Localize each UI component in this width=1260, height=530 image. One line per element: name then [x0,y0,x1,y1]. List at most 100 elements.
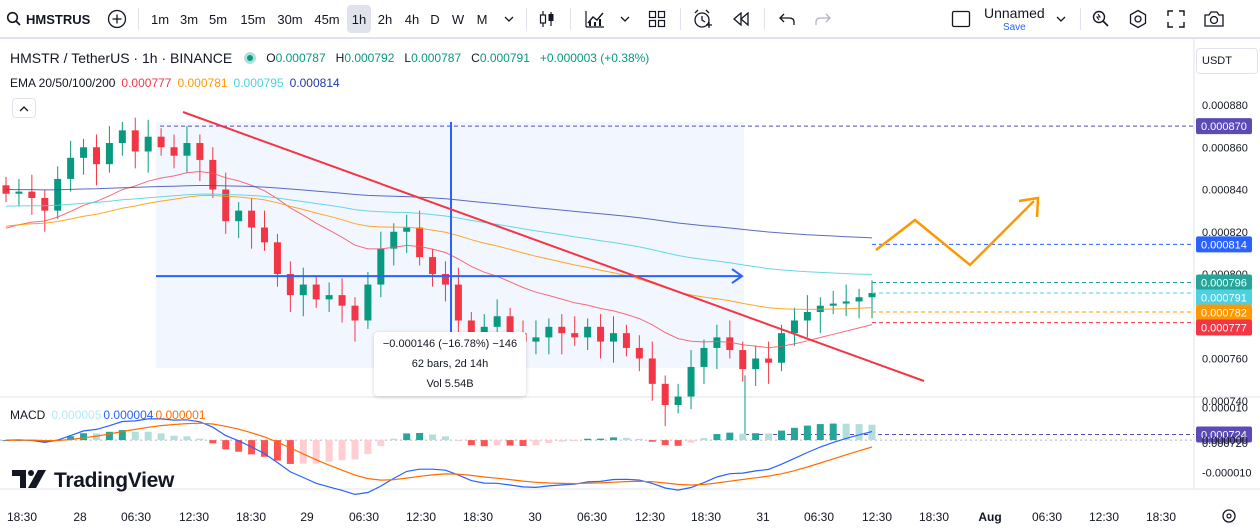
alert-button[interactable] [690,5,716,33]
brand-name: TradingView [54,469,175,492]
time-tick-label: Aug [978,510,1001,524]
ema-value: 0.000814 [289,76,340,90]
macd-histogram-bar [467,440,475,446]
candle-body [868,293,876,298]
currency-button[interactable]: USDT [1196,48,1258,74]
ema-label[interactable]: EMA 20/50/100/200 [10,76,116,90]
quick-search-button[interactable] [1088,5,1114,33]
interval-4h[interactable]: 4h [404,11,420,27]
add-symbol-button[interactable] [104,5,130,33]
settings-icon [1128,9,1148,29]
candle-body [170,147,178,156]
macd-label[interactable]: MACD [10,408,46,422]
macd-histogram-bar [390,438,398,441]
time-tick-label: 12:30 [406,510,436,524]
interval-1m[interactable]: 1m [150,11,170,27]
chart-type-button[interactable] [534,5,560,33]
interval-15m[interactable]: 15m [240,11,266,27]
interval-30m[interactable]: 30m [277,11,303,27]
save-label: Save [1002,22,1026,33]
time-tick-label: 31 [756,510,770,524]
ema-value: 0.000777 [121,76,172,90]
macd-values: 0.000005 0.000004 0.000001 [51,408,207,422]
macd-histogram-bar [816,424,824,441]
time-tick-label: 18:30 [691,510,721,524]
chart-area[interactable]: 0.0008800.0008600.0008400.0008200.000800… [0,38,1260,530]
fullscreen-icon [1167,10,1185,28]
macd-tick-label: -0.000010 [1202,468,1252,480]
undo-button[interactable] [774,5,800,33]
layout-name-text: Unnamed [984,5,1045,21]
snapshot-button[interactable] [1201,5,1227,33]
interval-D[interactable]: D [430,11,440,27]
macd-histogram-bar [273,440,281,461]
layout-name[interactable]: Unnamed Save [984,5,1045,34]
interval-2h[interactable]: 2h [377,11,393,27]
macd-histogram-bar [609,437,617,441]
fullscreen-button[interactable] [1163,5,1189,33]
candle-body [261,227,269,243]
symbol-search[interactable]: HMSTRUS [6,5,90,33]
candle-body [493,316,501,327]
collapse-legend-button[interactable] [12,98,36,118]
candle-body [416,227,424,258]
chevron-up-icon [19,99,29,117]
time-tick-label: 06:30 [121,510,151,524]
macd-histogram-bar [235,440,243,452]
candle-body [765,358,773,363]
divider [138,8,139,30]
settings-button[interactable] [1125,5,1151,33]
indicators-button[interactable] [582,5,608,33]
price-tick-label: 0.000880 [1202,100,1248,112]
interval-M[interactable]: M [476,11,488,27]
macd-histogram-bar [713,434,721,441]
macd-histogram-bar [131,431,139,441]
macd-histogram-bar [338,440,346,461]
ohlc-c: C0.000791 [471,51,530,65]
templates-button[interactable] [644,5,670,33]
candle-body [248,210,256,228]
macd-histogram-bar [209,440,217,444]
layout-dropdown[interactable] [1050,5,1072,33]
indicators-dropdown[interactable] [614,5,636,33]
interval-dropdown[interactable] [498,5,520,33]
macd-histogram-bar [299,440,307,464]
time-tick-label: 06:30 [1032,510,1062,524]
candle-body [829,303,837,306]
macd-histogram-bar [312,440,320,464]
macd-histogram-bar [118,430,126,441]
macd-histogram-bar [454,440,462,442]
ohlc-o: O0.000787 [266,51,326,65]
interval-1h[interactable]: 1h [347,5,371,33]
time-tick-label: 18:30 [7,510,37,524]
price-badge [1196,304,1252,321]
interval-45m[interactable]: 45m [314,11,340,27]
chart-canvas[interactable]: 0.0008800.0008600.0008400.0008200.000800… [0,39,1260,530]
macd-histogram-bar [92,433,100,441]
layout-button[interactable] [948,5,974,33]
candle-body [312,284,320,300]
price-badge-label: 0.000814 [1201,239,1247,251]
price-tick-label: 0.000760 [1202,354,1248,366]
interval-5m[interactable]: 5m [208,11,228,27]
macd-histogram-bar [325,440,333,462]
redo-button[interactable] [810,5,836,33]
candle-body [687,366,695,397]
macd-histogram-bar [829,423,837,441]
macd-histogram-bar [545,440,553,443]
ohlc-l: L0.000787 [404,51,462,65]
macd-value: 0.000004 [103,408,154,422]
candle-body [661,383,669,405]
interval-3m[interactable]: 3m [179,11,199,27]
macd-tick-label: 0.000010 [1202,403,1248,415]
tradingview-logo[interactable]: TradingView [12,469,174,493]
time-tick-label: 18:30 [236,510,266,524]
interval-W[interactable]: W [451,11,465,27]
candle-body [118,130,126,144]
layout-icon [951,10,971,28]
replay-button[interactable] [728,5,754,33]
legend-title[interactable]: HMSTR / TetherUS · 1h · BINANCE [10,50,233,66]
price-badge-label: 0.000870 [1201,121,1247,133]
add-symbol-icon [107,9,127,29]
candle-body [571,333,579,338]
